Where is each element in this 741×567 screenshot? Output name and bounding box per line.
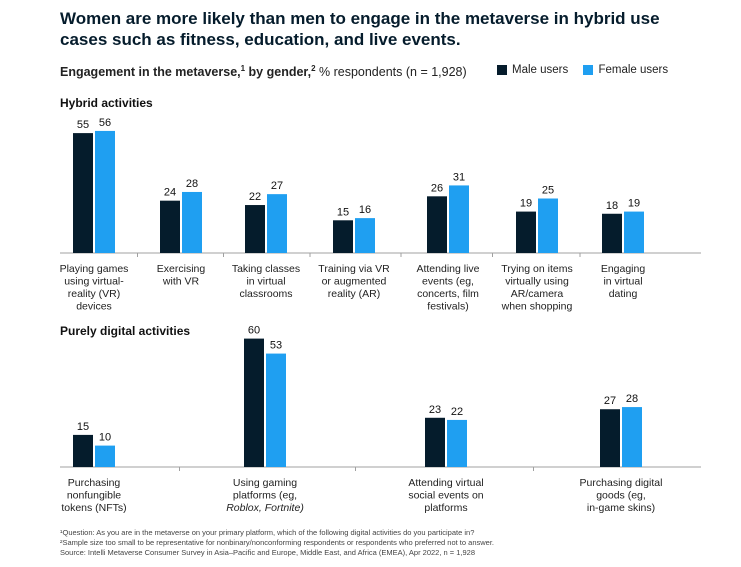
chart-title: Women are more likely than men to engage… xyxy=(60,9,660,49)
bar-hybrid-female-2 xyxy=(182,191,202,253)
data-label-hybrid-male-6: 19 xyxy=(520,198,532,210)
category-label-hybrid-6: Trying on items virtually using AR/camera w… xyxy=(501,263,573,313)
footnote-1: ¹Question: As you are in the metaverse o… xyxy=(60,528,475,537)
bar-hybrid-male-4 xyxy=(333,220,353,253)
bar-hybrid-female-5 xyxy=(449,185,469,253)
data-label-digital-female-3: 22 xyxy=(451,406,463,418)
bar-digital-female-1 xyxy=(95,445,115,467)
bar-hybrid-female-1 xyxy=(95,130,115,253)
legend-swatch-female xyxy=(583,65,594,75)
bar-hybrid-female-3 xyxy=(267,194,287,253)
subtitle-sup2: 2 xyxy=(311,64,316,73)
footnote-2: ²Sample size too small to be representat… xyxy=(60,538,494,547)
bar-hybrid-male-2 xyxy=(160,200,180,253)
subtitle-main: Engagement in the metaverse, xyxy=(60,65,241,80)
data-label-hybrid-male-7: 18 xyxy=(606,200,618,212)
category-label-hybrid-5: Attending live events (eg, concerts, film f… xyxy=(416,263,479,313)
bar-digital-male-1 xyxy=(73,434,93,467)
bar-hybrid-male-1 xyxy=(73,133,93,253)
bar-digital-male-4 xyxy=(600,409,620,467)
legend-swatch-male xyxy=(497,65,507,75)
bar-digital-male-2 xyxy=(244,338,264,467)
bar-hybrid-female-6 xyxy=(538,198,558,253)
bar-hybrid-male-3 xyxy=(245,205,265,253)
data-label-digital-male-1: 15 xyxy=(77,421,89,433)
category-label-hybrid-3: Taking classes in virtual classrooms xyxy=(232,263,300,300)
section-title-digital: Purely digital activities xyxy=(60,324,191,338)
bar-hybrid-female-7 xyxy=(624,211,644,253)
bar-hybrid-male-7 xyxy=(602,213,622,253)
data-label-hybrid-female-2: 28 xyxy=(186,178,198,190)
data-label-hybrid-female-3: 27 xyxy=(271,180,283,192)
bar-digital-female-2 xyxy=(266,353,286,467)
chart-subtitle: Engagement in the metaverse,1 by gender,… xyxy=(60,64,467,79)
subtitle-rest: % respondents (n = 1,928) xyxy=(315,65,467,80)
data-label-digital-male-4: 27 xyxy=(604,395,616,407)
category-label-hybrid-4: Training via VR or augmented reality (AR) xyxy=(318,263,390,300)
category-label-hybrid-1: Playing games using virtual-reality (VR) d… xyxy=(60,263,129,313)
bar-digital-female-3 xyxy=(447,419,467,467)
data-label-hybrid-female-6: 25 xyxy=(542,185,554,197)
bar-digital-male-3 xyxy=(425,417,445,467)
section-title-hybrid: Hybrid activities xyxy=(60,96,153,110)
category-label-digital-3: Attending virtual social events on platfor… xyxy=(408,477,483,514)
data-label-hybrid-male-1: 55 xyxy=(77,119,89,131)
data-label-hybrid-female-4: 16 xyxy=(359,204,371,216)
data-label-digital-female-1: 10 xyxy=(99,432,111,444)
data-label-hybrid-male-3: 22 xyxy=(249,191,261,203)
category-label-digital-2: Using gaming platforms (eg, Roblox, Fortni… xyxy=(226,477,304,514)
data-label-hybrid-male-4: 15 xyxy=(337,206,349,218)
bar-hybrid-female-4 xyxy=(355,218,375,253)
footnote-source: Source: Intelli Metaverse Consumer Surve… xyxy=(60,548,476,557)
chart-legend: Male users Female users xyxy=(497,64,680,78)
data-label-hybrid-male-2: 24 xyxy=(164,187,176,199)
subtitle-by-gender: by gender, xyxy=(245,65,312,80)
bar-digital-female-4 xyxy=(622,407,642,467)
subtitle-sup1: 1 xyxy=(240,64,246,73)
legend-label-male: Male users xyxy=(512,64,569,76)
data-label-hybrid-female-1: 56 xyxy=(99,117,111,129)
category-label-digital-1: Purchasing nonfungible tokens (NFTs) xyxy=(61,477,126,514)
data-label-digital-female-4: 28 xyxy=(626,393,638,405)
footnotes: ¹Question: As you are in the metaverse o… xyxy=(60,528,700,558)
category-label-hybrid-2: Exercising with VR xyxy=(157,263,206,288)
legend-item-female: Female users xyxy=(583,64,668,76)
bar-hybrid-male-6 xyxy=(516,211,536,253)
category-label-digital-4: Purchasing digital goods (eg, in-game skin… xyxy=(580,477,663,514)
category-label-hybrid-7: Engaging in virtual dating xyxy=(601,263,646,300)
data-label-hybrid-female-5: 31 xyxy=(453,171,465,183)
data-label-digital-male-2: 60 xyxy=(248,325,260,337)
data-label-hybrid-female-7: 19 xyxy=(628,198,640,210)
bar-hybrid-male-5 xyxy=(427,196,447,253)
legend-item-male: Male users xyxy=(497,64,568,76)
data-label-hybrid-male-5: 26 xyxy=(431,182,443,194)
data-label-digital-male-3: 23 xyxy=(429,404,441,416)
data-label-digital-female-2: 53 xyxy=(270,340,282,352)
legend-label-female: Female users xyxy=(598,64,669,76)
